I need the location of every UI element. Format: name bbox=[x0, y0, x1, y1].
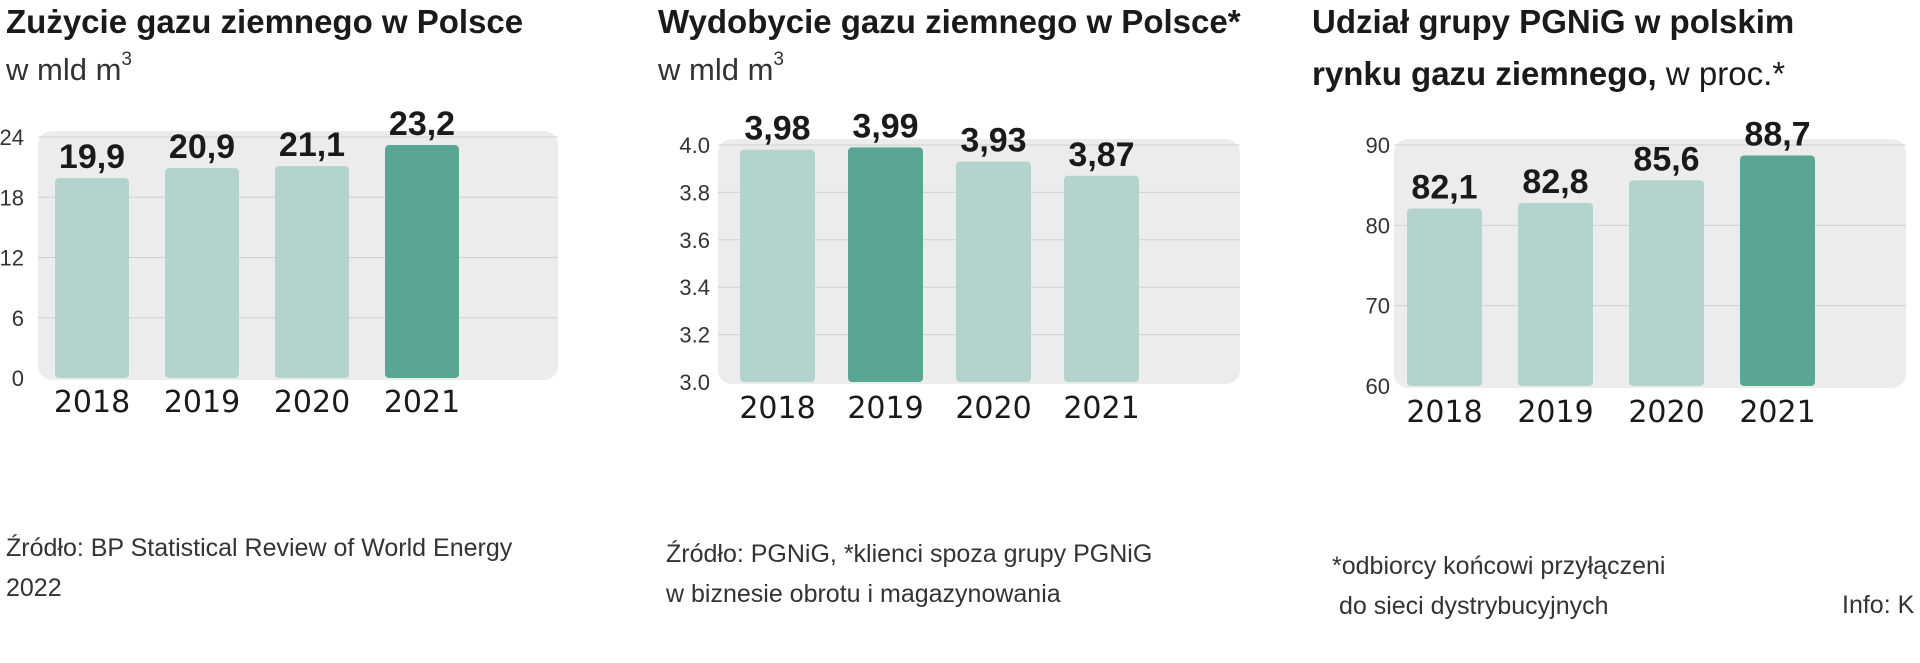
x-category-label: 2020 bbox=[1628, 395, 1704, 430]
bar bbox=[385, 145, 459, 378]
source-note: *odbiorcy końcowi przyłączeni do sieci d… bbox=[1332, 546, 1665, 626]
chart-title: Udział grupy PGNiG w polskim rynku gazu … bbox=[1312, 0, 1794, 96]
bar-value-label: 3,98 bbox=[744, 110, 810, 148]
bar-value-label: 20,9 bbox=[169, 128, 235, 166]
y-tick-label: 6 bbox=[12, 306, 24, 331]
y-tick-label: 0 bbox=[12, 366, 24, 391]
bar-chart-production: 3.0 3.2 3.4 3.6 3.8 4.0 3,98 2018 3,99 2019 3,93 20… bbox=[679, 107, 1240, 426]
bar-value-label: 3,87 bbox=[1068, 136, 1134, 174]
bar-chart-consumption: 0 6 12 18 24 19,9 2018 20,9 2019 21,1 2020 23,2 2021 bbox=[0, 105, 558, 420]
bar-value-label: 88,7 bbox=[1744, 115, 1810, 153]
bar-value-label: 19,9 bbox=[59, 138, 125, 176]
bar bbox=[165, 168, 239, 378]
source-line: 2022 bbox=[6, 574, 62, 602]
source-line: w biznesie obrotu i magazynowania bbox=[666, 580, 1061, 608]
subtitle-superscript: 3 bbox=[773, 49, 784, 70]
subtitle-text: w mld m bbox=[658, 52, 774, 87]
source-line: Źródło: BP Statistical Review of World E… bbox=[6, 534, 513, 562]
x-category-label: 2020 bbox=[274, 385, 350, 420]
chart-panel-consumption: Zużycie gazu ziemnego w Polsce w mld m3 … bbox=[0, 0, 560, 663]
subtitle-superscript: 3 bbox=[121, 49, 132, 70]
subtitle-text: w mld m bbox=[6, 52, 122, 87]
bar bbox=[1407, 208, 1482, 386]
bar bbox=[956, 161, 1031, 382]
x-category-label: 2018 bbox=[739, 391, 815, 426]
x-category-label: 2019 bbox=[847, 391, 923, 426]
chart-subtitle: w mld m3 bbox=[658, 49, 784, 88]
y-tick-label: 60 bbox=[1366, 374, 1390, 399]
bar bbox=[740, 149, 815, 382]
x-category-label: 2021 bbox=[384, 385, 460, 420]
y-tick-label: 4.0 bbox=[679, 133, 710, 158]
x-category-label: 2018 bbox=[54, 385, 130, 420]
bar-value-label: 3,99 bbox=[852, 107, 918, 145]
bar bbox=[848, 147, 923, 382]
chart-title-unit: w proc.* bbox=[1656, 55, 1786, 92]
bar bbox=[1064, 175, 1139, 382]
bar-value-label: 3,93 bbox=[960, 122, 1026, 160]
x-category-label: 2019 bbox=[1517, 395, 1593, 430]
y-tick-label: 3.0 bbox=[679, 370, 710, 395]
y-tick-label: 80 bbox=[1366, 213, 1390, 238]
chart-panel-production: Wydobycie gazu ziemnego w Polsce* w mld … bbox=[650, 0, 1250, 663]
y-tick-label: 3.2 bbox=[679, 323, 710, 348]
bar-value-label: 23,2 bbox=[389, 105, 455, 143]
bar-value-label: 82,1 bbox=[1411, 168, 1477, 206]
bar bbox=[275, 166, 349, 378]
bar bbox=[55, 178, 129, 378]
y-tick-label: 90 bbox=[1366, 133, 1390, 158]
chart-title-bold: rynku gazu ziemnego, bbox=[1312, 55, 1657, 92]
source-note: Źródło: BP Statistical Review of World E… bbox=[6, 528, 512, 608]
chart-title: Zużycie gazu ziemnego w Polsce bbox=[6, 3, 524, 40]
x-category-label: 2021 bbox=[1739, 395, 1815, 430]
info-credit: Info: K bbox=[1842, 591, 1915, 619]
bar bbox=[1740, 155, 1815, 386]
source-line: do sieci dystrybucyjnych bbox=[1332, 592, 1609, 620]
source-line: Źródło: PGNiG, *klienci spoza grupy PGNi… bbox=[666, 540, 1153, 568]
chart-title-line-2: rynku gazu ziemnego, w proc.* bbox=[1312, 52, 1794, 96]
bar-value-label: 82,8 bbox=[1522, 163, 1588, 201]
bar-value-label: 85,6 bbox=[1633, 140, 1699, 178]
chart-title-line-1: Udział grupy PGNiG w polskim bbox=[1312, 3, 1795, 40]
x-category-label: 2020 bbox=[955, 391, 1031, 426]
x-category-label: 2021 bbox=[1063, 391, 1139, 426]
y-tick-label: 70 bbox=[1366, 294, 1390, 319]
bar-chart-market-share: 60 70 80 90 82,1 2018 82,8 2019 85,6 2020 88,7 2021 bbox=[1366, 115, 1906, 430]
source-line: *odbiorcy końcowi przyłączeni bbox=[1332, 552, 1666, 580]
x-category-label: 2019 bbox=[164, 385, 240, 420]
chart-panel-market-share: Udział grupy PGNiG w polskim rynku gazu … bbox=[1310, 0, 1920, 663]
y-tick-label: 3.4 bbox=[679, 275, 710, 300]
y-tick-label: 3.6 bbox=[679, 228, 710, 253]
y-tick-label: 12 bbox=[0, 246, 24, 271]
x-category-label: 2018 bbox=[1406, 395, 1482, 430]
bar bbox=[1629, 180, 1704, 386]
bar-value-label: 21,1 bbox=[279, 126, 345, 164]
source-note: Źródło: PGNiG, *klienci spoza grupy PGNi… bbox=[666, 534, 1152, 614]
y-tick-label: 24 bbox=[0, 125, 24, 150]
bar bbox=[1518, 202, 1593, 386]
chart-title: Wydobycie gazu ziemnego w Polsce* bbox=[658, 3, 1241, 40]
y-tick-label: 3.8 bbox=[679, 180, 710, 205]
chart-subtitle: w mld m3 bbox=[6, 49, 132, 88]
y-tick-label: 18 bbox=[0, 185, 24, 210]
